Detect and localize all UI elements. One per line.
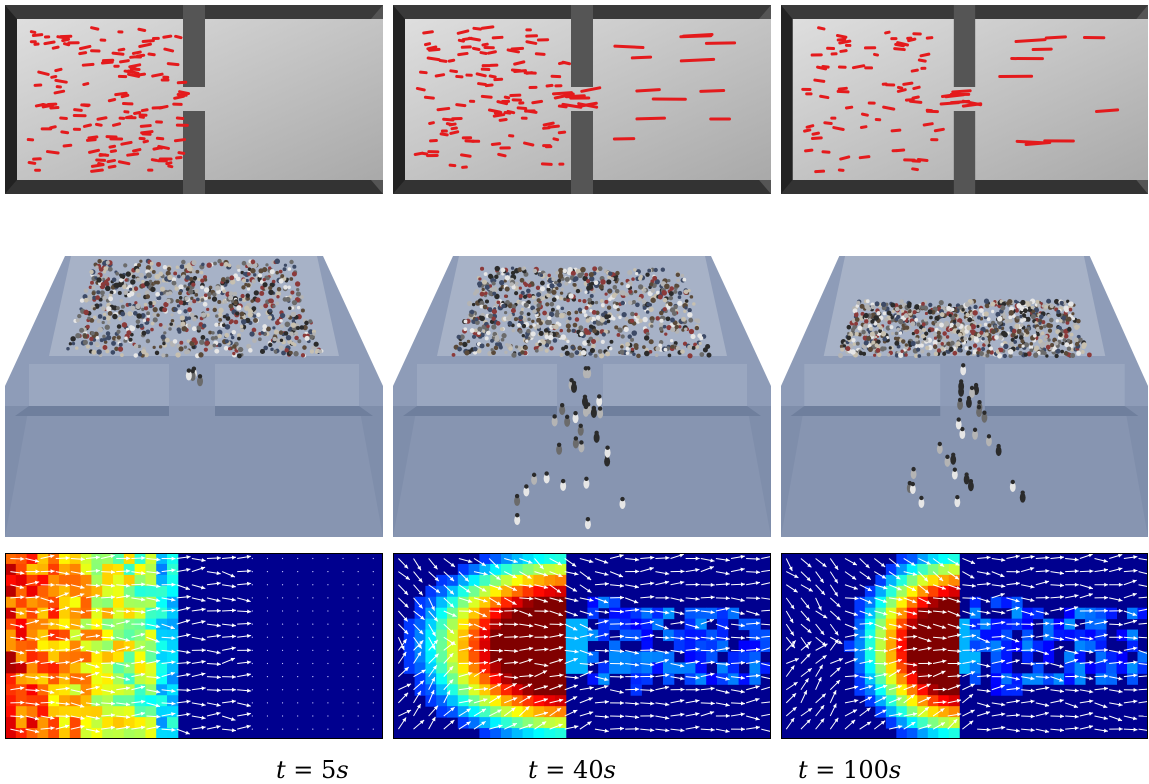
- crowd-render-3-art: [781, 256, 1148, 537]
- density-field-3: [781, 553, 1148, 739]
- crowd-render-1-art: [5, 256, 383, 537]
- caption-var: t: [528, 756, 538, 784]
- crowd-render-1: [5, 256, 383, 537]
- crowd-render-3: [781, 256, 1148, 537]
- caption-value: 40: [573, 756, 604, 784]
- caption-time-1: t = 5s: [276, 756, 349, 784]
- sim-panel-2: [393, 5, 771, 194]
- caption-unit: s: [603, 756, 616, 784]
- caption-var: t: [798, 756, 808, 784]
- sim-panel-3: [781, 5, 1148, 194]
- caption-value: 100: [843, 756, 889, 784]
- caption-eq: =: [815, 756, 836, 784]
- sim-panel-1-art: [5, 5, 383, 194]
- caption-unit: s: [336, 756, 349, 784]
- caption-eq: =: [293, 756, 314, 784]
- caption-value: 5: [321, 756, 337, 784]
- density-field-1: [5, 553, 383, 739]
- density-field-3-art: [781, 553, 1148, 739]
- density-field-2-art: [393, 553, 771, 739]
- caption-eq: =: [545, 756, 566, 784]
- sim-panel-1: [5, 5, 383, 194]
- caption-unit: s: [888, 756, 902, 784]
- density-field-1-art: [5, 553, 383, 739]
- sim-panel-2-art: [393, 5, 771, 194]
- density-field-2: [393, 553, 771, 739]
- crowd-render-2: [393, 256, 771, 537]
- caption-time-2: t = 40s: [528, 756, 616, 784]
- caption-time-3: t = 100s: [798, 756, 901, 784]
- crowd-render-2-art: [393, 256, 771, 537]
- caption-var: t: [276, 756, 286, 784]
- sim-panel-3-art: [781, 5, 1148, 194]
